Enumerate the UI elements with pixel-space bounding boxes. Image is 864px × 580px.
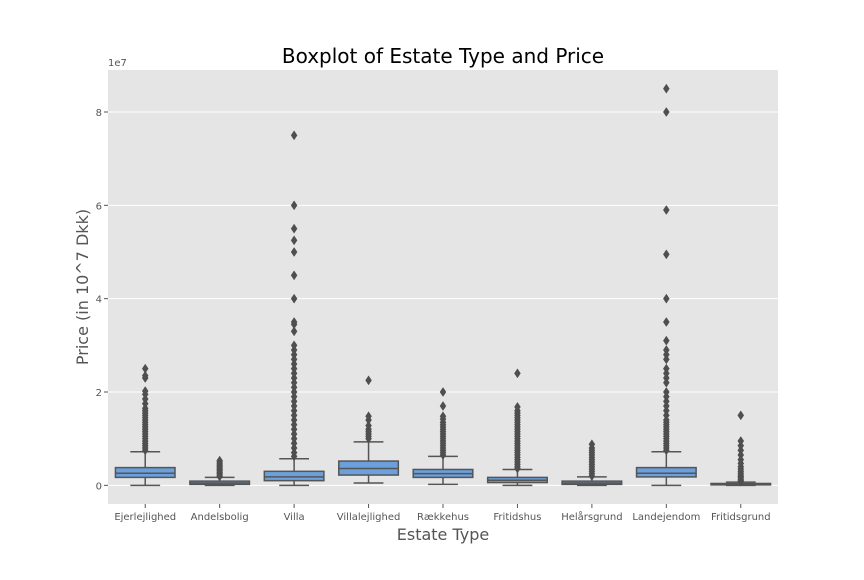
outlier-point — [663, 335, 670, 346]
outlier-point — [663, 363, 670, 374]
outlier-point — [663, 83, 670, 94]
outlier-point — [290, 317, 298, 327]
y-tick-label: 2 — [96, 388, 102, 399]
outlier-point — [290, 326, 298, 337]
outlier-point — [290, 247, 298, 257]
outlier-point — [663, 249, 670, 260]
x-axis-label: Estate Type — [397, 525, 489, 544]
outlier-point — [365, 411, 372, 422]
x-tick-label: Fritidsgrund — [711, 512, 771, 523]
outlier-point — [663, 317, 670, 327]
x-tick-label: Fritidshus — [493, 512, 541, 523]
outlier-point — [365, 375, 372, 386]
outlier-point — [737, 436, 745, 446]
y-tick-label: 0 — [96, 481, 102, 492]
x-tick-label: Andelsbolig — [191, 512, 249, 523]
box-iqr — [635, 466, 697, 478]
outlier-point — [290, 270, 298, 281]
x-tick-label: Villalejlighed — [337, 512, 401, 523]
x-tick-label: Landejendom — [632, 512, 700, 523]
y-tick-label: 6 — [96, 201, 102, 212]
outlier-point — [290, 223, 298, 234]
outlier-point — [141, 370, 149, 381]
chart-title: Boxplot of Estate Type and Price — [282, 44, 604, 68]
outlier-point — [514, 368, 521, 379]
outlier-point — [663, 345, 670, 355]
outlier-point — [290, 340, 298, 351]
outlier-point — [290, 200, 298, 211]
outlier-point — [141, 386, 149, 397]
y-tick-label: 8 — [96, 108, 102, 119]
outlier-point — [290, 130, 298, 141]
outlier-point — [290, 293, 298, 304]
outlier-point — [439, 401, 447, 411]
x-tick-label: Ejerlejlighed — [114, 512, 176, 523]
outlier-point — [663, 387, 670, 397]
y-tick-label: 4 — [96, 295, 102, 306]
outlier-point — [663, 107, 670, 117]
outlier-point — [141, 363, 149, 374]
outlier-point — [439, 411, 447, 422]
x-tick-label: Rækkehus — [417, 512, 469, 523]
outlier-point — [663, 205, 670, 215]
outlier-point — [514, 401, 521, 412]
outlier-point — [290, 235, 298, 246]
outlier-point — [216, 455, 223, 466]
y-axis-offset-label: 1e7 — [108, 58, 127, 69]
outlier-point — [439, 387, 447, 397]
box-iqr — [263, 470, 325, 482]
x-tick-label: Villa — [284, 512, 305, 523]
x-tick-label: Helårsgrund — [561, 510, 622, 523]
plot-area: 0 2 4 6 8 Ejerlejlighed Andelsbolig Villa Villal… — [96, 70, 778, 523]
outlier-point — [663, 293, 670, 304]
outlier-point — [588, 439, 596, 450]
y-axis-label: Price (in 10^7 Dkk) — [73, 209, 92, 365]
outlier-point — [737, 410, 745, 421]
outlier-point — [365, 420, 372, 431]
